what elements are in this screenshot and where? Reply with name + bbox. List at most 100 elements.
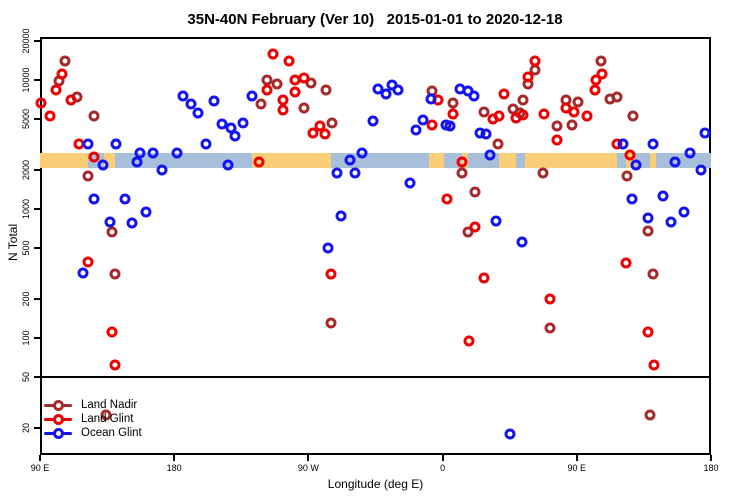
data-point-ocean-glint bbox=[82, 138, 94, 150]
data-point-ocean-glint bbox=[642, 212, 654, 224]
data-point-land-glint bbox=[498, 88, 510, 100]
data-point-ocean-glint bbox=[425, 93, 437, 105]
legend-item-ocean-glint: Ocean Glint bbox=[44, 426, 142, 440]
data-point-ocean-glint bbox=[516, 236, 528, 248]
data-point-land-glint bbox=[568, 106, 580, 118]
plot-area bbox=[35, 37, 711, 455]
legend-item-land-glint: Land Glint bbox=[44, 412, 142, 426]
data-point-land-nadir bbox=[305, 77, 317, 89]
data-point-land-nadir bbox=[82, 170, 94, 182]
data-point-land-nadir bbox=[106, 226, 118, 238]
data-point-land-nadir bbox=[621, 170, 633, 182]
data-point-ocean-glint bbox=[335, 210, 347, 222]
x-tick-mark bbox=[307, 455, 310, 461]
data-point-ocean-glint bbox=[480, 128, 492, 140]
y-tick-mark bbox=[34, 246, 40, 249]
data-point-ocean-glint bbox=[77, 267, 89, 279]
y-tick-label: 5000 bbox=[21, 108, 31, 129]
data-point-ocean-glint bbox=[404, 177, 416, 188]
data-point-ocean-glint bbox=[410, 124, 422, 136]
data-point-ocean-glint bbox=[356, 147, 368, 159]
data-point-ocean-glint bbox=[222, 159, 234, 171]
land-band-segment bbox=[524, 153, 618, 168]
data-point-land-nadir bbox=[255, 98, 267, 110]
legend-label: Land Glint bbox=[81, 413, 134, 425]
data-point-ocean-glint bbox=[417, 114, 429, 126]
data-point-land-nadir bbox=[478, 106, 490, 118]
data-point-land-glint bbox=[35, 97, 47, 109]
data-point-ocean-glint bbox=[665, 216, 677, 228]
data-point-land-glint bbox=[648, 359, 660, 371]
data-point-land-glint bbox=[325, 268, 337, 280]
data-point-land-nadir bbox=[492, 138, 504, 150]
data-point-land-glint bbox=[277, 104, 289, 116]
y-tick-label: 20000 bbox=[21, 28, 31, 54]
data-point-ocean-glint bbox=[147, 147, 159, 159]
data-point-land-nadir bbox=[644, 409, 656, 421]
data-point-ocean-glint bbox=[380, 88, 392, 100]
data-point-land-glint bbox=[65, 94, 77, 106]
data-point-land-glint bbox=[289, 86, 301, 98]
y-tick-mark bbox=[34, 169, 40, 171]
y-axis-label: N Total bbox=[6, 223, 20, 261]
data-point-ocean-glint bbox=[177, 90, 189, 102]
data-point-land-nadir bbox=[551, 120, 563, 132]
data-point-land-nadir bbox=[537, 167, 548, 179]
data-point-ocean-glint bbox=[208, 95, 220, 107]
land-band-segment bbox=[104, 153, 115, 168]
x-tick-mark bbox=[39, 455, 41, 461]
data-point-ocean-glint bbox=[490, 215, 502, 227]
data-point-land-glint bbox=[589, 84, 601, 96]
x-tick-label: 0 bbox=[440, 463, 446, 473]
chart-title: 35N-40N February (Ver 10) 2015-01-01 to … bbox=[187, 11, 563, 28]
x-tick-label: 90 E bbox=[30, 463, 50, 473]
land-band-segment bbox=[499, 153, 516, 168]
data-point-ocean-glint bbox=[349, 167, 361, 179]
data-point-ocean-glint bbox=[444, 120, 456, 132]
data-point-land-nadir bbox=[326, 117, 338, 129]
ocean-band-segment bbox=[655, 153, 711, 168]
data-point-ocean-glint bbox=[104, 216, 116, 228]
y-tick-label: 10000 bbox=[21, 67, 31, 93]
land-band-segment bbox=[40, 153, 88, 168]
data-point-ocean-glint bbox=[156, 164, 168, 176]
data-point-land-nadir bbox=[469, 186, 481, 198]
data-point-land-glint bbox=[261, 84, 273, 96]
legend-item-land-nadir: Land Nadir bbox=[44, 398, 142, 412]
data-point-ocean-glint bbox=[372, 83, 384, 95]
land-band-segment bbox=[649, 153, 656, 168]
data-point-land-glint bbox=[620, 257, 632, 269]
data-point-land-nadir bbox=[59, 55, 71, 67]
data-point-land-nadir bbox=[544, 322, 556, 334]
x-tick-label: 180 bbox=[166, 463, 182, 473]
data-point-ocean-glint bbox=[88, 193, 100, 205]
ocean-band-segment bbox=[330, 153, 430, 168]
y-tick-mark bbox=[34, 298, 40, 300]
data-point-land-nadir bbox=[611, 91, 623, 103]
data-point-land-glint bbox=[267, 48, 279, 59]
data-point-land-nadir bbox=[642, 225, 654, 237]
data-point-land-glint bbox=[44, 110, 56, 122]
land-glint-marker-icon bbox=[44, 412, 72, 426]
data-point-land-nadir bbox=[298, 102, 310, 114]
data-point-ocean-glint bbox=[126, 217, 138, 229]
y-tick-mark bbox=[34, 78, 40, 81]
data-point-land-glint bbox=[426, 119, 438, 131]
data-point-land-nadir bbox=[320, 84, 332, 96]
data-point-land-glint bbox=[88, 151, 100, 163]
data-point-land-nadir bbox=[647, 268, 659, 280]
y-tick-mark bbox=[34, 375, 40, 378]
data-point-ocean-glint bbox=[237, 117, 249, 129]
data-point-land-glint bbox=[624, 149, 636, 161]
y-tick-mark bbox=[34, 336, 40, 339]
data-point-land-glint bbox=[596, 68, 608, 80]
data-point-land-nadir bbox=[447, 97, 459, 109]
ocean-band-segment bbox=[617, 153, 626, 168]
reference-line bbox=[40, 375, 711, 378]
data-point-ocean-glint bbox=[331, 167, 343, 179]
data-point-land-nadir bbox=[627, 110, 639, 122]
data-point-ocean-glint bbox=[192, 107, 204, 119]
data-point-ocean-glint bbox=[246, 90, 258, 102]
data-point-land-glint bbox=[50, 84, 62, 96]
